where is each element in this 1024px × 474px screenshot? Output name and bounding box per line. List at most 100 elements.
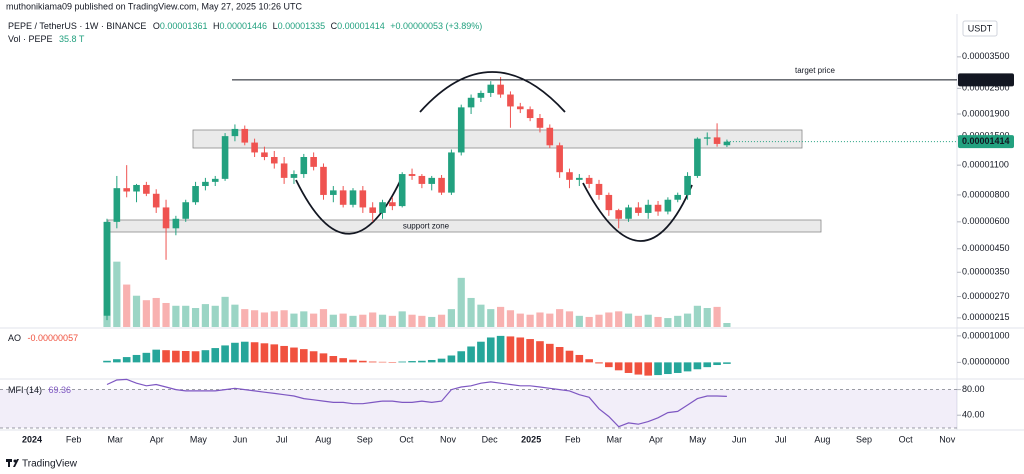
volume-name: Vol · PEPE [8,34,53,44]
x-tick-label: Sep [357,434,373,444]
candle-body [123,188,130,192]
ao-bar [526,339,534,363]
ao-bar [231,342,239,363]
candle-body [103,221,111,316]
volume-bar [251,310,259,327]
ao-bar [398,361,406,363]
legend-key: L [273,21,278,31]
candle-body [379,202,386,213]
last-price-label: 0.00001414 [962,136,1010,146]
y-tick-label: 0.00000800 [962,189,1010,199]
volume-bar [300,311,308,327]
y-tick-label: 0.00002500 [962,83,1010,93]
volume-bar [457,277,465,327]
volume-bar [693,305,701,327]
volume-bar [113,261,121,327]
ao-bar [270,344,279,363]
candle-body [143,184,150,194]
volume-bar [703,308,711,327]
ao-bar [664,362,672,375]
candle-body [113,188,121,222]
volume-bar [428,316,436,327]
ao-bar [565,350,574,363]
volume-bar [605,312,613,327]
volume-bar [349,315,357,327]
volume-bar [388,315,396,327]
ao-bar [575,354,584,363]
last-price-box [958,135,1014,149]
dome-arc [419,71,566,113]
candle-body [664,199,672,212]
x-tick-label: Jun [233,434,248,444]
volume-bar [644,314,652,327]
volume-bar [615,311,623,327]
resistance-zone [192,129,803,149]
candle-body [497,84,504,95]
ao-bar [457,351,466,363]
ao-bar [683,362,692,372]
candle-body [310,157,317,167]
target-label: target price [795,66,836,75]
x-tick-label: May [689,434,707,444]
candle-body [566,172,573,180]
volume-bar [467,297,475,327]
legend-key: O [153,21,160,31]
candle-body [231,128,239,137]
candle-body [713,137,721,144]
ao-bar [122,357,131,363]
volume-bar [231,304,239,327]
volume-bar [152,297,160,327]
ao-name: AO [8,333,21,343]
candle-body [398,174,406,207]
candle-body [241,128,249,143]
candle-body [211,178,219,182]
ao-bar [290,347,298,363]
candle-body [477,92,485,98]
volume-bar [398,311,406,327]
x-tick-label: Nov [939,434,956,444]
volume-bar [280,310,288,327]
x-tick-label: Feb [66,434,82,444]
candle-body [418,175,426,184]
ao-bar [496,335,505,363]
ao-bar [113,359,121,363]
ao-bar [201,350,210,363]
candle-body [202,181,209,187]
candle-body [300,157,308,175]
candle-body [635,207,642,213]
ao-bar [506,336,515,363]
ao-value: -0.00000057 [28,333,79,343]
mfi-line [106,378,727,428]
ao-bar [723,362,731,364]
candle-body [694,138,701,176]
y-tick-label: 80.00 [962,384,985,394]
x-tick-label: Oct [899,434,914,444]
legend-value: 0.00001361 [160,21,208,31]
volume-bar [634,315,642,327]
candle-body [507,94,514,107]
candle-body [408,174,416,176]
y-tick-label: 40.00 [962,410,985,420]
x-tick-label: Mar [607,434,623,444]
candle-body [644,204,652,213]
symbol: PEPE / TetherUS · 1W · BINANCE [8,21,146,31]
ao-bar [595,362,603,364]
target-price-label: 0.00002738 [962,74,1010,84]
y-tick-label: 0.00001100 [962,160,1009,170]
volume-bar [437,314,446,327]
candle-body [280,163,288,178]
volume-bar [172,305,180,327]
ao-bar [250,342,259,363]
legend-value: 0.00001335 [278,21,326,31]
candle-body [261,152,268,158]
x-tick-label: 2025 [521,434,541,444]
candle-body [438,177,445,193]
ao-bar [191,351,200,363]
volume-bar [182,305,190,327]
volume-bar [447,309,455,327]
candle-body [723,141,731,146]
ao-bar [339,358,347,363]
candle-body [162,207,170,229]
candle-body [448,152,455,193]
